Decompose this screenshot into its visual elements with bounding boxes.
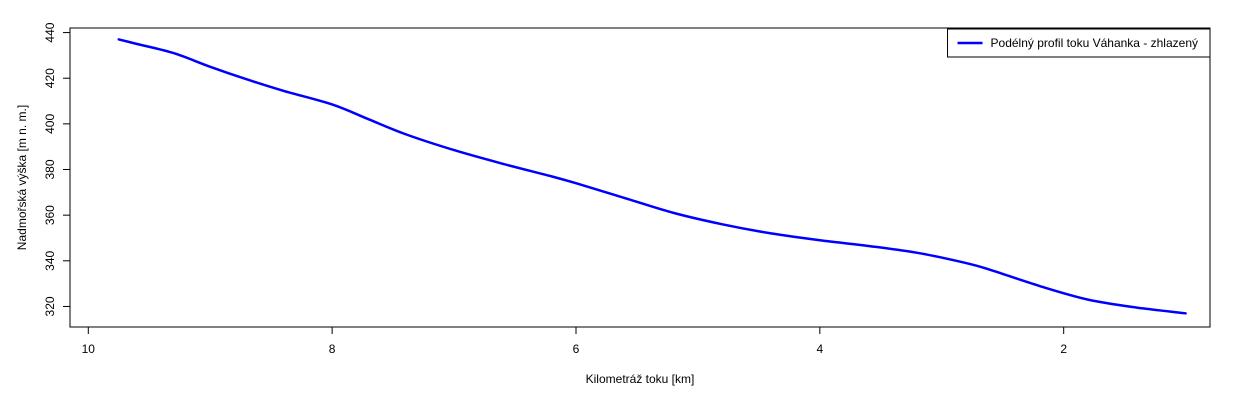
- series-line: [117, 38, 1187, 315]
- x-tick-label: 10: [82, 342, 96, 356]
- y-tick-label: 340: [43, 250, 57, 270]
- y-tick-label: 380: [43, 159, 57, 179]
- legend-label: Podélný profil toku Váhanka - zhlazený: [991, 36, 1198, 50]
- x-axis-title: Kilometráž toku [km]: [586, 372, 695, 386]
- y-tick-label: 440: [43, 22, 57, 42]
- x-ticks: 10 8 6 4 2: [82, 327, 1067, 356]
- x-tick-label: 2: [1060, 342, 1067, 356]
- plot-area-border: [69, 27, 1211, 328]
- x-tick-label: 6: [573, 342, 580, 356]
- x-tick-label: 4: [816, 342, 823, 356]
- x-axis: 10 8 6 4 2 Kilometráž toku [km]: [82, 326, 1067, 386]
- legend: Podélný profil toku Váhanka - zhlazený: [947, 28, 1211, 58]
- y-tick-label: 400: [43, 114, 57, 134]
- y-ticks: 320 340 360 380 400 420 440: [43, 22, 70, 316]
- y-axis: 320 340 360 380 400 420 440 Nadmořská výška [m…: [15, 22, 71, 316]
- y-tick-label: 320: [43, 296, 57, 316]
- y-tick-label: 360: [43, 205, 57, 225]
- x-tick-label: 8: [329, 342, 336, 356]
- legend-box: [947, 28, 1211, 58]
- series-layer: [117, 38, 1187, 315]
- y-axis-title: Nadmořská výška [m n. m.]: [15, 105, 29, 250]
- y-tick-label: 420: [43, 68, 57, 88]
